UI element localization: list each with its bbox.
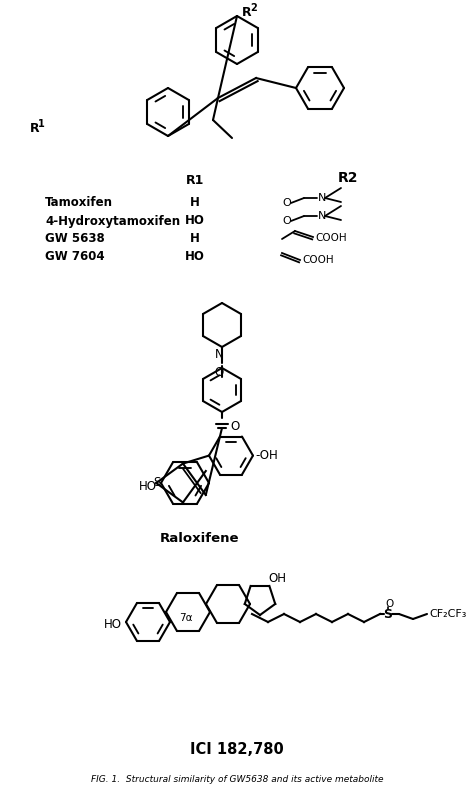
Text: N: N bbox=[318, 193, 327, 203]
Text: ICI 182,780: ICI 182,780 bbox=[190, 742, 284, 757]
Text: R1: R1 bbox=[186, 175, 204, 187]
Text: O: O bbox=[282, 198, 291, 208]
Text: H: H bbox=[190, 233, 200, 245]
Text: 4-Hydroxytamoxifen: 4-Hydroxytamoxifen bbox=[45, 214, 180, 228]
Text: O: O bbox=[282, 216, 291, 226]
Text: R: R bbox=[242, 6, 252, 19]
Text: 7α: 7α bbox=[179, 613, 193, 623]
Text: OH: OH bbox=[268, 572, 286, 585]
Text: HO: HO bbox=[185, 214, 205, 228]
Text: R: R bbox=[30, 121, 40, 134]
Text: O: O bbox=[386, 599, 394, 609]
Text: H: H bbox=[190, 196, 200, 210]
Text: O: O bbox=[230, 419, 239, 433]
Text: FIG. 1.  Structural similarity of GW5638 and its active metabolite: FIG. 1. Structural similarity of GW5638 … bbox=[91, 776, 383, 784]
Text: O: O bbox=[214, 367, 224, 380]
Text: HO: HO bbox=[139, 480, 157, 494]
Text: Raloxifene: Raloxifene bbox=[160, 531, 240, 545]
Text: COOH: COOH bbox=[302, 255, 334, 265]
Text: N: N bbox=[318, 211, 327, 221]
Text: S: S bbox=[383, 607, 392, 620]
Text: R2: R2 bbox=[338, 171, 358, 185]
Text: GW 5638: GW 5638 bbox=[45, 233, 105, 245]
Text: -OH: -OH bbox=[255, 449, 278, 462]
Text: 2: 2 bbox=[250, 3, 257, 13]
Text: Tamoxifen: Tamoxifen bbox=[45, 196, 113, 210]
Text: N: N bbox=[215, 348, 223, 361]
Text: S: S bbox=[154, 476, 161, 488]
Text: HO: HO bbox=[104, 618, 122, 630]
Text: 1: 1 bbox=[38, 119, 45, 129]
Text: COOH: COOH bbox=[315, 233, 346, 243]
Text: GW 7604: GW 7604 bbox=[45, 250, 105, 264]
Text: HO: HO bbox=[185, 250, 205, 264]
Text: CF₂CF₃: CF₂CF₃ bbox=[429, 609, 466, 619]
